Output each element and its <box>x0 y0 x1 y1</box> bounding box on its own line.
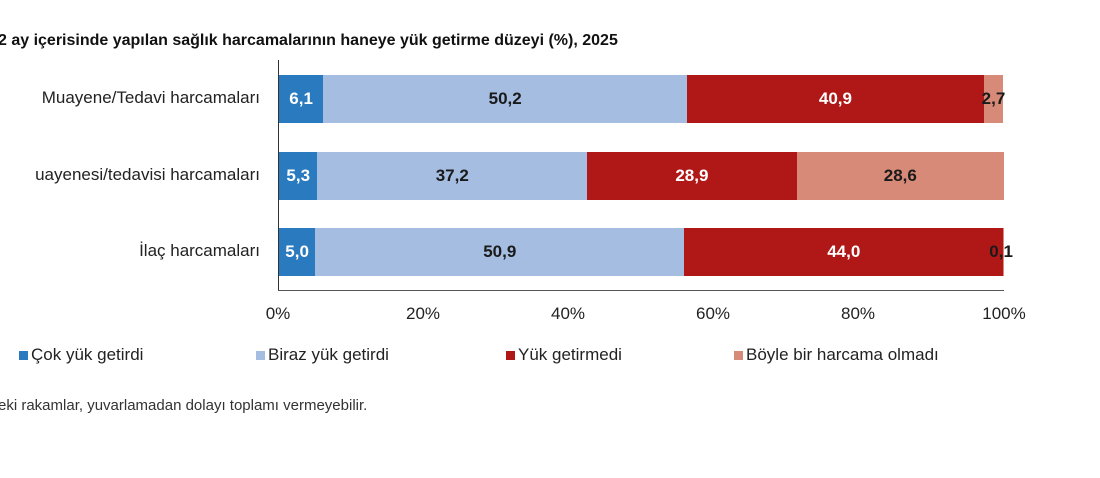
data-label: 50,2 <box>488 89 522 108</box>
bar-segment: 2,7 <box>981 75 1006 123</box>
legend-item-boyle-bir-harcama-olmadi: Böyle bir harcama olmadı <box>734 345 939 365</box>
data-label: 37,2 <box>435 166 469 185</box>
legend-label: Yük getirmedi <box>518 345 622 364</box>
data-label: 5,3 <box>286 166 311 185</box>
data-label: 28,6 <box>883 166 917 185</box>
bar-segment: 40,9 <box>687 75 984 123</box>
data-label: 6,1 <box>289 89 313 108</box>
bar-segment: 5,0 <box>279 228 316 276</box>
bar-segment: 5,3 <box>279 152 318 200</box>
chart-title: 2 ay içerisinde yapılan sağlık harcamala… <box>0 32 618 49</box>
bar-segment: 44,0 <box>684 228 1004 276</box>
bar-row-ilac: 5,0 50,9 44,0 0,1 <box>279 228 1013 276</box>
bar-segment: 0,1 <box>989 228 1013 276</box>
legend-label: Biraz yük getirdi <box>268 345 389 364</box>
data-label: 28,9 <box>675 166 709 185</box>
x-tick-60: 60% <box>695 304 731 323</box>
legend-swatch-icon <box>256 350 265 360</box>
data-label: 44,0 <box>827 242 861 261</box>
legend-label: Böyle bir harcama olmadı <box>746 345 939 364</box>
x-tick-100: 100% <box>982 304 1026 323</box>
bar-segment: 37,2 <box>317 152 588 200</box>
legend: Çok yük getirdi Biraz yük getirdi Yük ge… <box>0 345 1100 367</box>
y-axis-line <box>278 60 279 291</box>
x-tick-40: 40% <box>550 304 586 323</box>
bar-segment: 28,6 <box>796 152 1004 200</box>
bar-segment: 6,1 <box>279 75 324 123</box>
bar-segment: 50,2 <box>323 75 688 123</box>
data-label: 2,7 <box>981 89 1006 108</box>
x-axis-line <box>278 290 1004 291</box>
legend-item-cok-yuk: Çok yük getirdi <box>19 345 143 365</box>
x-tick-0: 0% <box>265 304 291 323</box>
bar-segment: 50,9 <box>315 228 685 276</box>
legend-swatch-icon <box>734 350 743 360</box>
data-label: 40,9 <box>818 89 852 108</box>
data-label: 0,1 <box>989 242 1013 261</box>
bar-segment: 28,9 <box>587 152 797 200</box>
bar-row-dis-muayene-tedavi: 5,3 37,2 28,9 28,6 <box>279 152 1004 200</box>
category-label-muayene-tedavi: Muayene/Tedavi harcamaları <box>41 88 260 107</box>
footnote: eki rakamlar, yuvarlamadan dolayı toplam… <box>0 397 368 414</box>
category-label-ilac: İlaç harcamaları <box>139 241 260 260</box>
data-label: 50,9 <box>483 242 517 261</box>
legend-item-biraz-yuk: Biraz yük getirdi <box>256 345 389 365</box>
x-tick-80: 80% <box>840 304 876 323</box>
legend-swatch-icon <box>19 350 28 360</box>
legend-item-yuk-getirmedi: Yük getirmedi <box>506 345 622 365</box>
data-label: 5,0 <box>285 242 309 261</box>
bar-row-muayene-tedavi: 6,1 50,2 40,9 2,7 <box>279 75 1006 123</box>
category-label-dis-muayene-tedavi: uayenesi/tedavisi harcamaları <box>35 165 260 184</box>
legend-label: Çok yük getirdi <box>31 345 144 364</box>
x-tick-20: 20% <box>405 304 441 323</box>
legend-swatch-icon <box>506 350 515 360</box>
